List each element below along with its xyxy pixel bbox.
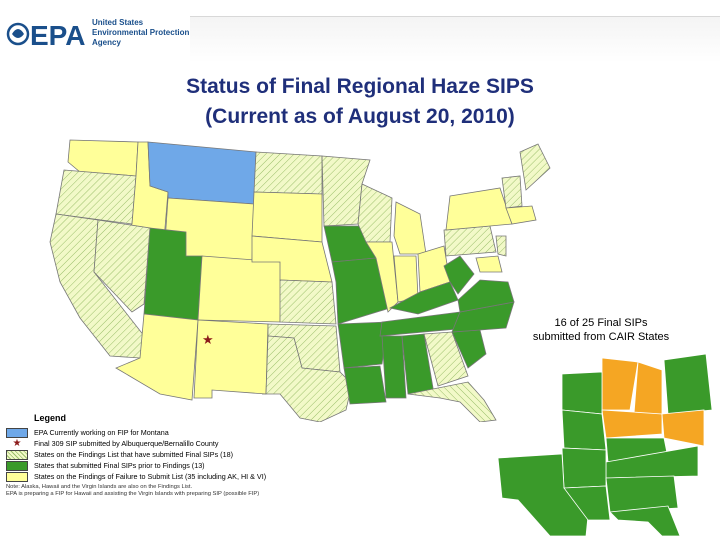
legend-label: States that submitted Final SIPs prior t… (34, 461, 205, 470)
inset-state-mo (561, 409, 607, 451)
inset-state-ia (561, 371, 603, 415)
us-state-map: ★ (49, 139, 551, 422)
state-pa (443, 225, 497, 257)
state-ar (337, 321, 389, 369)
cair-states-map (498, 353, 713, 536)
legend-note: Note: Alaska, Hawaii and the Virgin Isla… (6, 484, 306, 498)
inset-state-pa-md (661, 409, 705, 447)
map-legend: Legend EPA Currently working on FIP for … (6, 413, 306, 498)
state-wv (443, 255, 475, 295)
state-la (343, 365, 387, 405)
inset-state-michigan (633, 361, 663, 415)
inset-state-la (563, 485, 611, 521)
inset-caption-line-1: 16 of 25 Final SIPs (554, 317, 648, 329)
state-va (457, 279, 515, 313)
title-line-1: Status of Final Regional Haze SIPS (186, 75, 534, 98)
inset-caption-line-2: submitted from CAIR States (532, 331, 670, 343)
legend-item-failure-to-submit: States on the Findings of Failure to Sub… (6, 471, 306, 482)
legend-swatch-yellow (6, 471, 28, 482)
state-fl (407, 381, 497, 422)
state-ga (423, 331, 469, 387)
state-co (197, 255, 283, 323)
legend-label: States on the Findings of Failure to Sub… (34, 472, 267, 481)
state-nm (193, 319, 269, 399)
legend-item-montana-fip: EPA Currently working on FIP for Montana (6, 427, 306, 438)
state-wa (67, 139, 139, 177)
inset-state-mn-wi-mi (601, 357, 639, 411)
legend-label: States on the Findings List that have su… (34, 450, 233, 459)
state-nv (93, 219, 151, 313)
state-me (519, 143, 551, 191)
state-ma-ct-ri (505, 205, 537, 225)
state-vt-nh (501, 175, 523, 209)
albuquerque-star-icon: ★ (202, 333, 214, 348)
logo-text: EPA (30, 20, 86, 51)
state-nd (253, 151, 323, 195)
state-wi (357, 183, 393, 243)
legend-swatch-hatched (6, 449, 28, 460)
inset-state-ny-ne (663, 353, 713, 415)
state-mi (393, 201, 427, 255)
page-title: Status of Final Regional Haze SIPS (Curr… (0, 72, 720, 132)
title-line-2: (Current as of August 20, 2010) (205, 105, 515, 128)
legend-label: Final 309 SIP submitted by Albuquerque/B… (34, 439, 219, 448)
star-icon: ★ (12, 437, 22, 449)
legend-note-line-1: Note: Alaska, Hawaii and the Virgin Isla… (6, 484, 193, 490)
state-sd (251, 191, 323, 243)
org-name: United States Environmental Protection A… (92, 18, 190, 47)
legend-item-albuquerque: ★ Final 309 SIP submitted by Albuquerque… (6, 438, 306, 449)
inset-state-ms-al-ga-sc (605, 475, 679, 513)
legend-label: EPA Currently working on FIP for Montana (34, 428, 169, 437)
inset-state-ar (561, 447, 607, 489)
legend-swatch-green (6, 460, 28, 471)
state-ky (388, 281, 459, 315)
inset-state-fl (609, 505, 681, 536)
legend-swatch-blue (6, 427, 28, 438)
legend-note-line-2: EPA is preparing a FIP for Hawaii and as… (6, 491, 260, 497)
state-md (475, 255, 503, 273)
state-mo (331, 257, 391, 325)
legend-item-findings-submitted: States on the Findings List that have su… (6, 449, 306, 460)
epa-logo: EPA United States Environmental Protecti… (6, 12, 206, 64)
inset-caption: 16 of 25 Final SIPs submitted from CAIR … (490, 316, 712, 344)
state-ks (279, 279, 337, 325)
inset-state-il-in-oh (601, 409, 663, 439)
inset-state-tx (498, 453, 591, 536)
state-tx (262, 335, 353, 422)
state-ms (381, 335, 407, 399)
state-ny (445, 187, 513, 231)
header-bar (190, 16, 720, 63)
legend-item-prior-to-findings: States that submitted Final SIPs prior t… (6, 460, 306, 471)
state-nj (495, 235, 507, 257)
legend-title: Legend (34, 413, 67, 423)
